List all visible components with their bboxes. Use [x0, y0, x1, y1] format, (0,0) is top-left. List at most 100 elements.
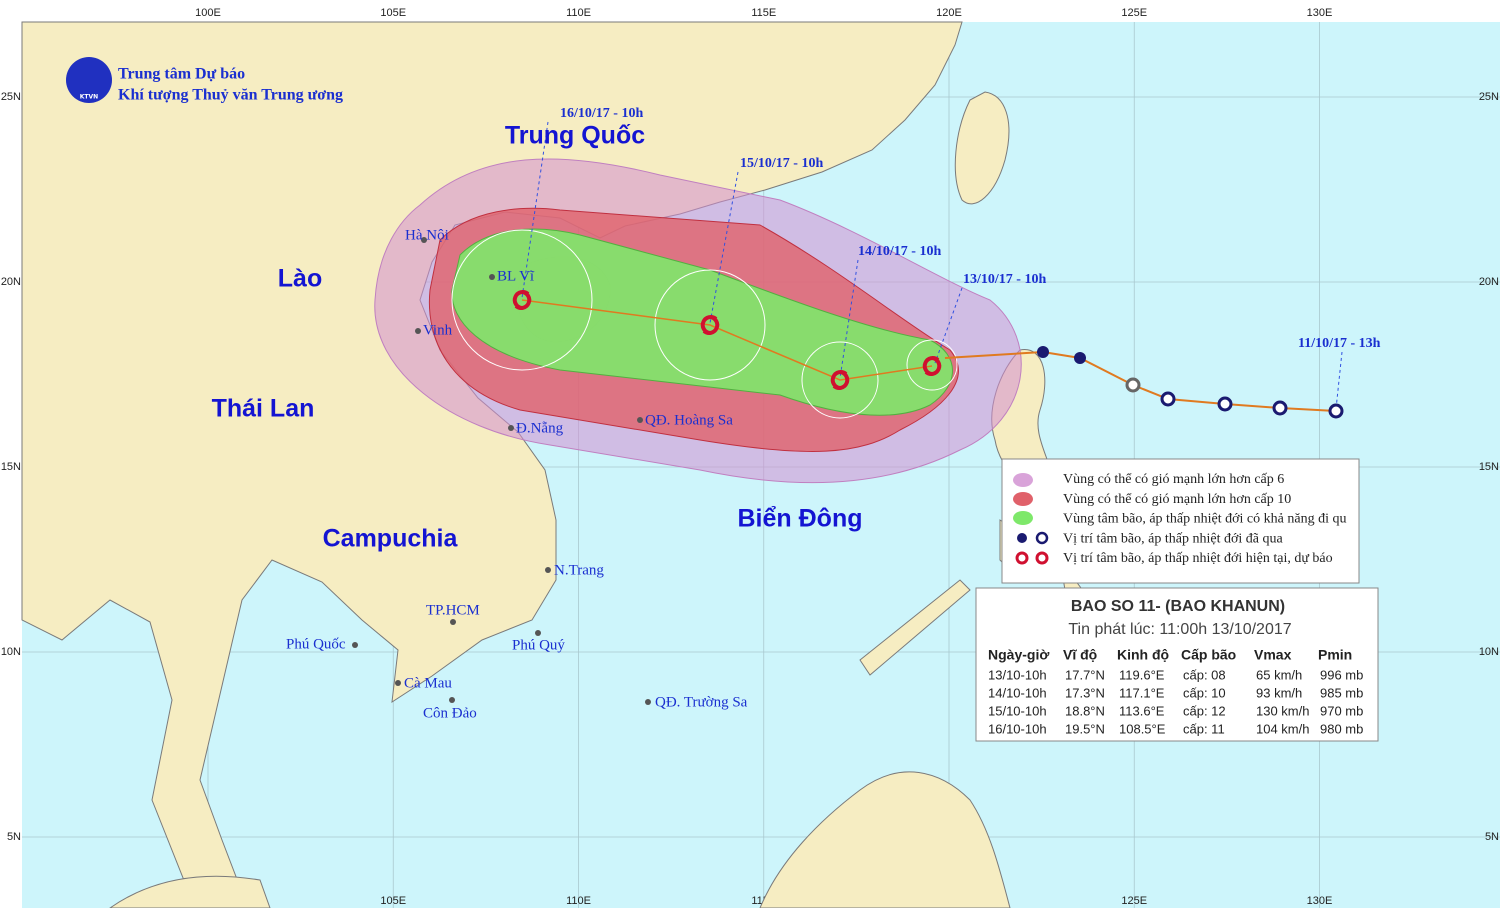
lat-label: 25N: [1, 91, 21, 103]
column-header: Ngày-giờ: [988, 647, 1049, 663]
storm-symbol: [830, 370, 850, 390]
lat-label: 10N: [1479, 646, 1499, 658]
time-label: 11/10/17 - 13h: [1298, 336, 1381, 351]
region-label: Lào: [278, 265, 322, 293]
place-label: N.Trang: [554, 562, 604, 578]
org-line: Trung tâm Dự báo: [118, 66, 245, 83]
table-cell: 17.3°N: [1065, 685, 1105, 700]
dot: [395, 680, 401, 686]
time-label: 15/10/17 - 10h: [740, 156, 823, 171]
legend-box: [1001, 458, 1360, 584]
leader: [839, 259, 859, 379]
table-cell: 18.8°N: [1065, 703, 1105, 718]
place-label: Côn Đảo: [423, 705, 477, 721]
bulletin-table: Ngày-giờ Vĩ độ Kinh độ Cấp bão Vmax Pmin 13/10…: [988, 647, 1363, 737]
legend-label: Vùng có thể có gió mạnh lớn hơn cấp 10: [1063, 492, 1291, 507]
past-storm-symbols: [1037, 346, 1086, 364]
uncertainty-circles: [451, 229, 958, 419]
table-cell: 93 km/h: [1256, 685, 1302, 700]
storm-symbol: [922, 356, 942, 376]
lat-label: 15N: [1479, 461, 1499, 473]
leader: [934, 287, 963, 364]
legend-swatch: [1013, 511, 1033, 525]
lon-label: 125E: [1121, 7, 1147, 19]
lat-label: 5N: [1485, 831, 1499, 843]
time-leaders: [521, 121, 1343, 410]
lon-label: 120E: [936, 7, 962, 19]
legend-label: Vị trí tâm bão, áp thấp nhiệt đới đã qua: [1063, 531, 1283, 546]
dot: [352, 642, 358, 648]
place-label: BL Vĩ: [497, 268, 535, 284]
region-label: Trung Quốc: [505, 122, 645, 150]
org-line: Khí tượng Thuỷ văn Trung ương: [118, 87, 343, 104]
time-label: 13/10/17 - 10h: [963, 272, 1046, 287]
lon-label: 110E: [566, 895, 591, 907]
time-label: 14/10/17 - 10h: [858, 244, 941, 259]
past-track: [944, 350, 1337, 412]
time-label: 16/10/17 - 10h: [560, 106, 643, 121]
place-label: QĐ. Hoàng Sa: [645, 412, 733, 428]
legend-swatch: [1035, 531, 1049, 545]
place-label: Phú Quốc: [286, 636, 346, 652]
table-cell: cấp: 11: [1183, 721, 1225, 736]
past-point: [1328, 403, 1344, 419]
table-cell: 970 mb: [1320, 703, 1363, 718]
labels: Trung Quốc Lào Thái Lan Campuchia Biển Đông H…: [212, 106, 1381, 721]
logo: [66, 57, 112, 103]
table-cell: 119.6°E: [1119, 667, 1165, 682]
table-cell: 980 mb: [1320, 721, 1363, 736]
table-cell: 16/10-10h: [988, 721, 1047, 736]
region-label: Biển Đông: [738, 505, 863, 533]
lat-label: 5N: [7, 831, 21, 843]
lon-label: 130E: [1307, 7, 1333, 19]
lon-label: 130E: [1307, 895, 1333, 907]
table-cell: 19.5°N: [1065, 721, 1105, 736]
storm-symbol: [1037, 346, 1049, 358]
table-cell: 130 km/h: [1256, 703, 1309, 718]
lon-label: 100E: [195, 7, 221, 19]
dot: [508, 425, 514, 431]
table-cell: 14/10-10h: [988, 685, 1047, 700]
legend-swatch: [1035, 551, 1049, 565]
table-cell: 17.7°N: [1065, 667, 1105, 682]
column-header: Vmax: [1254, 647, 1292, 663]
table-cell: 108.5°E: [1119, 721, 1166, 736]
dot: [449, 697, 455, 703]
legend: Vùng có thể có gió mạnh lớn hơn cấp 6 Vùn…: [1063, 472, 1346, 566]
forecast-storm-symbols: [512, 290, 942, 390]
table-cell: 13/10-10h: [988, 667, 1047, 682]
storm-symbol: [700, 315, 720, 335]
past-point: [1125, 377, 1141, 393]
storm-symbol: [512, 290, 532, 310]
taiwan: [954, 91, 1010, 205]
table-cell: 985 mb: [1320, 685, 1363, 700]
past-point: [1160, 391, 1176, 407]
legend-swatch: [1013, 492, 1033, 506]
circle: [451, 229, 593, 371]
legend-label: Vị trí tâm bão, áp thấp nhiệt đới hiện t…: [1063, 551, 1333, 566]
lon-label: 125E: [1121, 895, 1147, 907]
lon-label: 115E: [751, 7, 776, 19]
borneo: [759, 771, 1011, 908]
lat-label: 20N: [1479, 276, 1499, 288]
bulletin-issued: Tin phát lúc: 11:00h 13/10/2017: [1068, 621, 1291, 638]
dot: [421, 237, 427, 243]
storm-symbol: [1074, 352, 1086, 364]
place-label: Cà Mau: [404, 675, 452, 691]
column-header: Cấp bão: [1181, 647, 1236, 663]
lat-label: 25N: [1479, 91, 1499, 103]
lat-label: 15N: [1, 461, 21, 473]
bulletin-title: BAO SO 11- (BAO KHANUN): [1071, 598, 1285, 615]
place-label: Hà Nội: [405, 227, 449, 243]
place-dots: [352, 237, 651, 705]
column-header: Kinh độ: [1117, 647, 1169, 663]
past-positions: [1125, 377, 1344, 419]
table-cell: cấp: 08: [1183, 667, 1226, 682]
region-label: Thái Lan: [212, 395, 315, 423]
lon-label: 105E: [380, 7, 406, 19]
forecast-track: [521, 299, 933, 381]
bulletin-box: [975, 587, 1379, 742]
lat-label: 20N: [1, 276, 21, 288]
place-label: Phú Quý: [512, 637, 565, 653]
